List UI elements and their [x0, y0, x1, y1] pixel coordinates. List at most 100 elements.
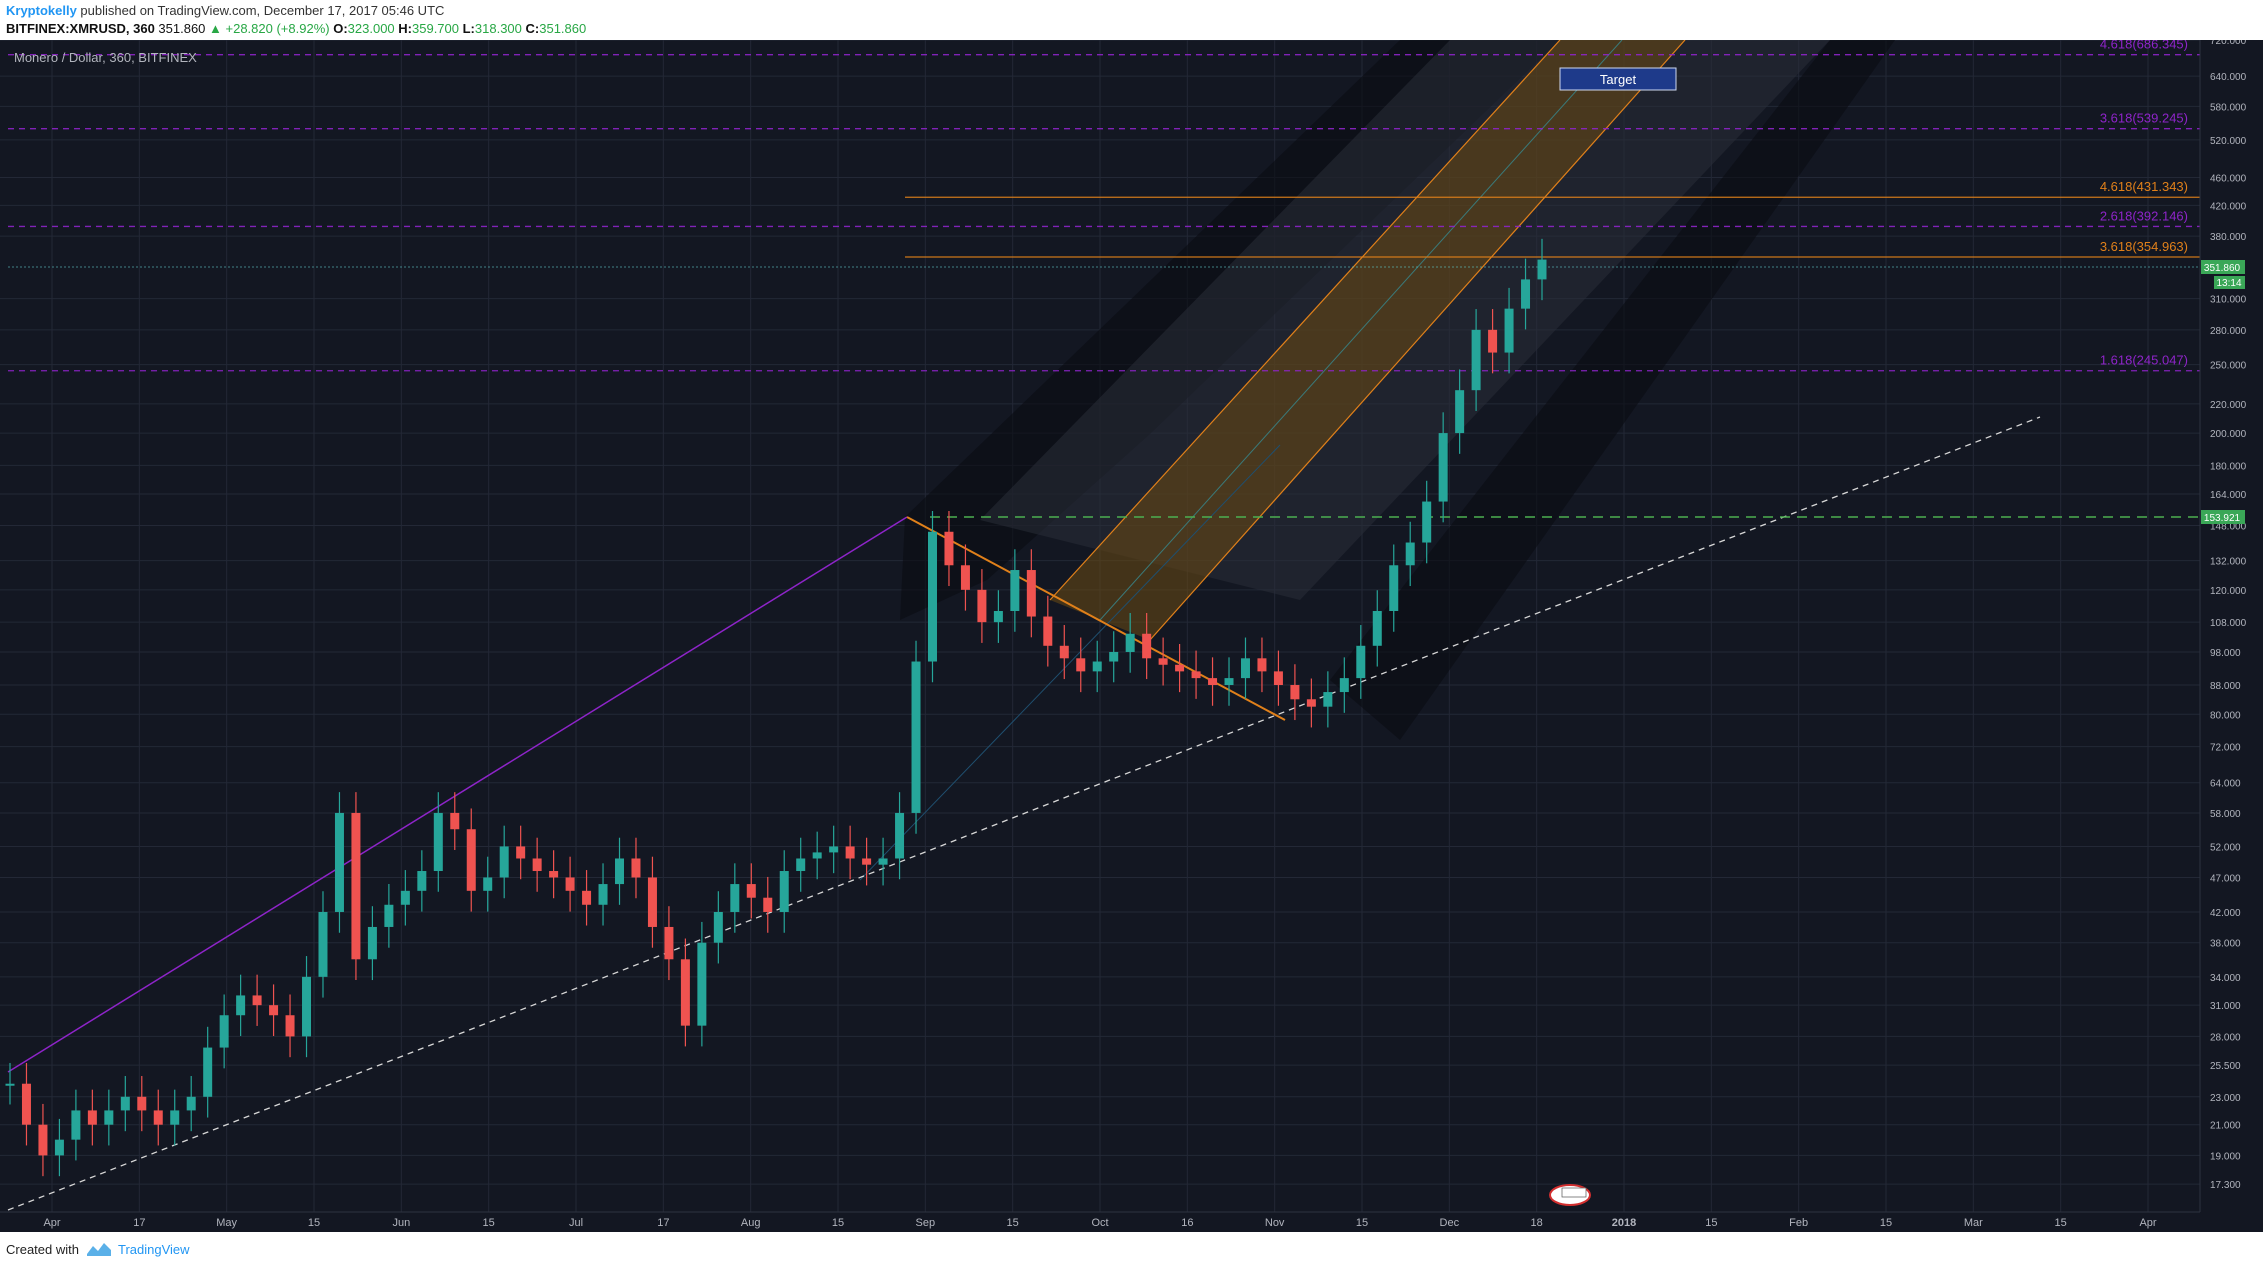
- candle-body[interactable]: [1389, 565, 1399, 612]
- candle-body[interactable]: [71, 1110, 81, 1140]
- candle-body[interactable]: [318, 911, 328, 977]
- candle-body[interactable]: [796, 858, 806, 872]
- candle-body[interactable]: [1521, 279, 1531, 309]
- candle-body[interactable]: [895, 812, 905, 859]
- target-box[interactable]: Target: [1559, 67, 1677, 91]
- candle-body[interactable]: [203, 1047, 213, 1097]
- candle-body[interactable]: [779, 871, 789, 912]
- candle-body[interactable]: [647, 877, 657, 927]
- candle-body[interactable]: [1257, 658, 1267, 672]
- candle-body[interactable]: [1175, 664, 1185, 672]
- purple-trendline[interactable]: [7, 516, 908, 1073]
- candle-body[interactable]: [1158, 658, 1168, 665]
- candle-body[interactable]: [137, 1096, 147, 1111]
- candle-body[interactable]: [845, 846, 855, 859]
- candle-body[interactable]: [1224, 678, 1234, 686]
- candle-body[interactable]: [400, 890, 410, 905]
- candle-body[interactable]: [1092, 661, 1102, 672]
- candle-body[interactable]: [269, 1005, 279, 1016]
- candle-body[interactable]: [1076, 658, 1086, 672]
- candle-body[interactable]: [252, 995, 262, 1006]
- candle-body[interactable]: [54, 1139, 64, 1156]
- support-trendline[interactable]: [7, 416, 2041, 1211]
- candle-body[interactable]: [120, 1096, 130, 1111]
- candle-body[interactable]: [1372, 611, 1382, 646]
- candle-body[interactable]: [1339, 678, 1349, 693]
- candle-body[interactable]: [565, 877, 575, 891]
- candle-body[interactable]: [862, 858, 872, 865]
- candle-body[interactable]: [384, 904, 394, 927]
- candle-body[interactable]: [417, 871, 427, 891]
- candle-body[interactable]: [87, 1110, 97, 1125]
- candle-body[interactable]: [450, 812, 460, 830]
- price-axis[interactable]: 720.000 640.000 580.000 520.000 460.000 420.0…: [2199, 40, 2263, 1218]
- candle-body[interactable]: [1109, 651, 1119, 662]
- candle-body[interactable]: [186, 1096, 196, 1111]
- candle-body[interactable]: [977, 589, 987, 623]
- candle-body[interactable]: [993, 611, 1003, 623]
- candle-body[interactable]: [1043, 616, 1053, 646]
- candle-body[interactable]: [615, 858, 625, 885]
- tradingview-link[interactable]: TradingView: [118, 1242, 190, 1257]
- author-link[interactable]: Kryptokelly: [6, 3, 77, 18]
- orange-channel-upper[interactable]: [1049, 40, 1561, 601]
- candle-body[interactable]: [1306, 699, 1316, 707]
- candle-body[interactable]: [697, 942, 707, 1026]
- candle-body[interactable]: [1273, 671, 1283, 686]
- candle-body[interactable]: [927, 531, 937, 662]
- orange-channel[interactable]: [1050, 40, 1685, 640]
- candle-body[interactable]: [911, 661, 921, 813]
- candle-body[interactable]: [219, 1015, 229, 1048]
- candle-body[interactable]: [1059, 645, 1069, 659]
- candle-body[interactable]: [499, 846, 509, 878]
- candle-body[interactable]: [285, 1015, 295, 1037]
- event-badge[interactable]: [1549, 1184, 1591, 1206]
- candlestick-series[interactable]: [5, 238, 1547, 1177]
- candle-body[interactable]: [598, 884, 608, 905]
- candle-body[interactable]: [1125, 633, 1135, 652]
- candle-body[interactable]: [1504, 308, 1514, 353]
- candle-body[interactable]: [730, 884, 740, 912]
- orange-downtrend[interactable]: [906, 516, 1286, 721]
- candle-body[interactable]: [746, 884, 756, 898]
- candle-body[interactable]: [1537, 259, 1547, 280]
- candle-body[interactable]: [433, 812, 443, 872]
- candle-body[interactable]: [1191, 671, 1201, 679]
- candle-body[interactable]: [582, 890, 592, 905]
- candle-body[interactable]: [38, 1124, 48, 1156]
- candle-body[interactable]: [812, 852, 822, 859]
- candle-body[interactable]: [367, 926, 377, 960]
- candle-body[interactable]: [1026, 570, 1036, 617]
- candle-body[interactable]: [170, 1110, 180, 1125]
- candle-body[interactable]: [483, 877, 493, 891]
- candle-body[interactable]: [631, 858, 641, 878]
- time-axis[interactable]: Apr 17 May 15 Jun 15 Jul 17 Aug 15 Sep 15 Oct 16 Nov 15…: [0, 1211, 2263, 1232]
- candle-body[interactable]: [153, 1110, 163, 1125]
- candle-body[interactable]: [5, 1083, 15, 1086]
- candle-body[interactable]: [1488, 329, 1498, 353]
- candle-body[interactable]: [236, 995, 246, 1016]
- price-chart[interactable]: Monero / Dollar, 360, BITFINEX Target 4.…: [0, 40, 2263, 1232]
- tradingview-logo-icon[interactable]: [86, 1240, 112, 1258]
- candle-body[interactable]: [763, 897, 773, 912]
- candle-body[interactable]: [680, 959, 690, 1026]
- candle-body[interactable]: [829, 846, 839, 853]
- candle-body[interactable]: [1405, 542, 1415, 566]
- candle-body[interactable]: [1356, 645, 1366, 679]
- candle-body[interactable]: [1455, 390, 1465, 434]
- candle-body[interactable]: [1240, 658, 1250, 679]
- candle-body[interactable]: [1290, 685, 1300, 700]
- candle-body[interactable]: [1323, 692, 1333, 707]
- candle-body[interactable]: [1422, 501, 1432, 543]
- candle-body[interactable]: [549, 871, 559, 878]
- candle-body[interactable]: [334, 812, 344, 912]
- candle-body[interactable]: [878, 858, 888, 865]
- candle-body[interactable]: [516, 846, 526, 859]
- candle-body[interactable]: [664, 926, 674, 960]
- candle-body[interactable]: [960, 565, 970, 590]
- candle-body[interactable]: [713, 911, 723, 943]
- orange-channel-lower[interactable]: [1149, 40, 1686, 641]
- candle-body[interactable]: [1438, 433, 1448, 502]
- candle-body[interactable]: [21, 1083, 31, 1125]
- symbol[interactable]: BITFINEX:XMRUSD, 360: [6, 21, 155, 36]
